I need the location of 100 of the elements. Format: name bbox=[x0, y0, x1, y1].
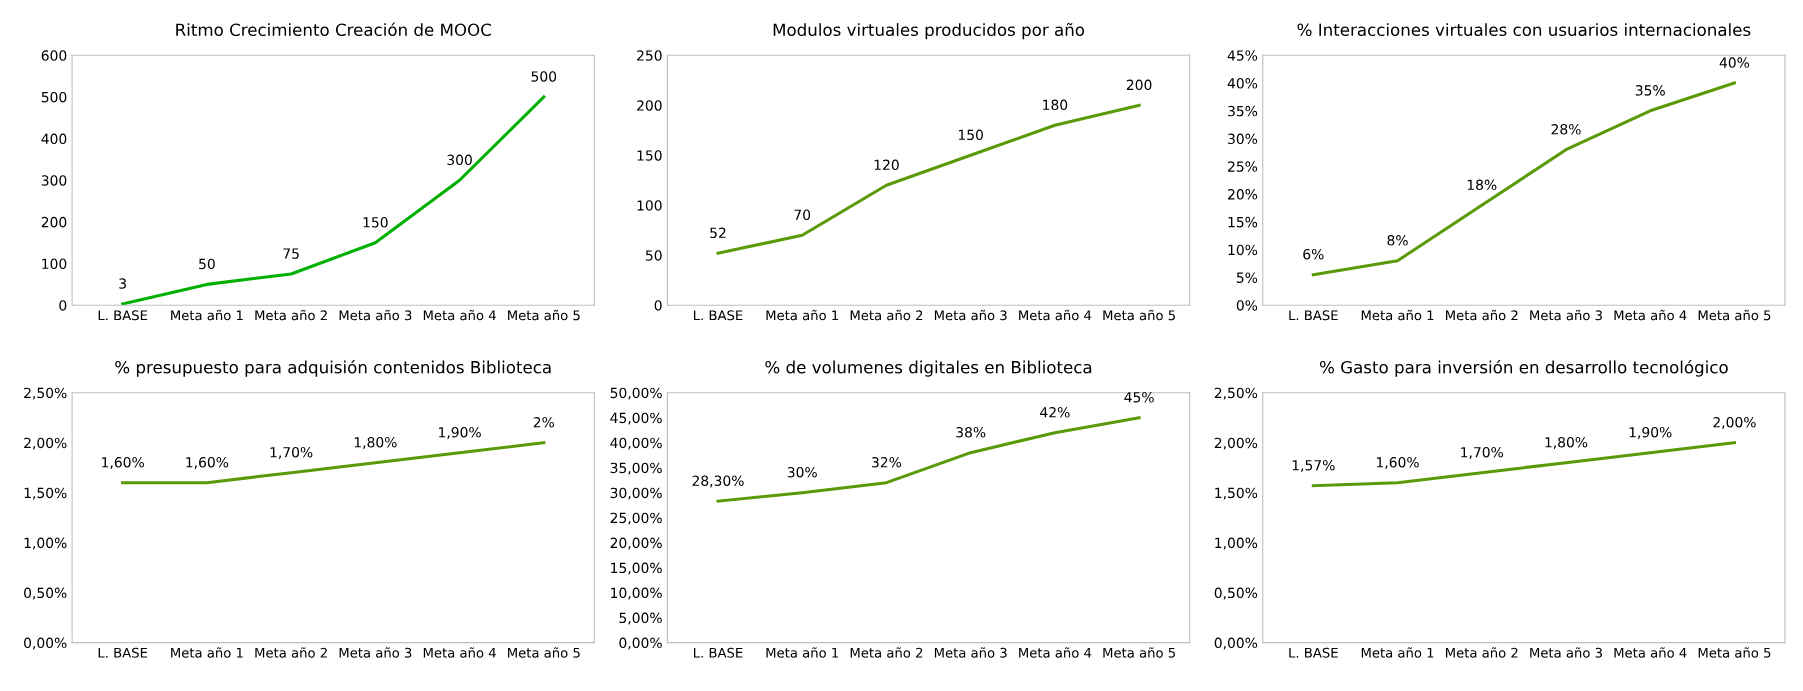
data-label: 35% bbox=[1635, 85, 1665, 96]
x-tick-label: L. BASE bbox=[1289, 647, 1338, 658]
y-tick-label: 10,00% bbox=[611, 587, 662, 600]
x-tick-label: L. BASE bbox=[1289, 310, 1338, 321]
y-tick-label: 10% bbox=[1228, 244, 1258, 256]
y-tick-label: 0,00% bbox=[1214, 637, 1258, 650]
data-label: 150 bbox=[363, 217, 388, 228]
data-label: 18% bbox=[1467, 179, 1497, 191]
y-tick-label: 100 bbox=[637, 200, 662, 211]
y-tick-label: 0,00% bbox=[24, 637, 67, 650]
y-tick-label: 300 bbox=[41, 175, 67, 186]
data-label: 300 bbox=[447, 154, 472, 166]
data-label: 45% bbox=[1124, 391, 1154, 403]
x-tick-label: Meta año 2 bbox=[255, 309, 327, 321]
data-label: 3 bbox=[119, 278, 126, 289]
x-tick-label: Meta año 5 bbox=[1698, 647, 1771, 658]
x-tick-label: Meta año 1 bbox=[766, 647, 839, 658]
x-tick-label: Meta año 4 bbox=[1019, 647, 1092, 658]
data-label: 120 bbox=[874, 159, 899, 171]
line-series bbox=[121, 95, 546, 306]
data-label: 1,70% bbox=[270, 446, 313, 459]
y-tick-label: 15,00% bbox=[611, 562, 662, 575]
data-label: 75 bbox=[283, 248, 299, 259]
y-tick-label: 250 bbox=[637, 50, 662, 61]
x-tick-label: Meta año 3 bbox=[1530, 647, 1602, 658]
data-label: 30% bbox=[787, 466, 817, 478]
chart-title: Ritmo Crecimiento Creación de MOOC bbox=[176, 22, 491, 37]
x-tick-label: Meta año 4 bbox=[423, 309, 496, 321]
y-tick-label: 1,50% bbox=[1215, 487, 1258, 500]
x-tick-label: Meta año 1 bbox=[171, 309, 243, 321]
y-tick-label: 40% bbox=[1227, 78, 1258, 89]
data-label: 50 bbox=[199, 258, 215, 270]
y-tick-label: 30% bbox=[1228, 133, 1258, 145]
x-tick-label: Meta año 2 bbox=[255, 647, 327, 658]
data-label: 1,60% bbox=[1376, 456, 1419, 469]
x-tick-label: Meta año 4 bbox=[1019, 309, 1092, 321]
data-label: 6% bbox=[1303, 248, 1324, 260]
chart-title: % presupuesto para adquisión contenidos Biblioteca bbox=[115, 359, 551, 377]
x-tick-label: Meta año 3 bbox=[934, 647, 1007, 658]
y-tick-label: 200 bbox=[41, 216, 67, 228]
data-label: 200 bbox=[1126, 79, 1152, 91]
data-label: 32% bbox=[872, 456, 902, 468]
y-tick-label: 600 bbox=[41, 50, 67, 61]
chart-title: % de volumenes digitales en Biblioteca bbox=[765, 360, 1092, 377]
y-tick-label: 50 bbox=[645, 250, 662, 261]
data-label: 1,70% bbox=[1461, 446, 1504, 459]
y-tick-label: 150 bbox=[637, 150, 662, 161]
data-label: 42% bbox=[1040, 406, 1070, 418]
x-tick-label: Meta año 5 bbox=[1103, 647, 1175, 658]
data-label: 8% bbox=[1387, 235, 1408, 246]
data-label: 1,80% bbox=[354, 436, 397, 449]
data-label: 1,90% bbox=[1629, 426, 1672, 439]
y-tick-label: 35,00% bbox=[610, 462, 662, 475]
data-label: 1,90% bbox=[439, 426, 481, 439]
chart-title: % Interacciones virtuales con usuarios internacionales bbox=[1297, 23, 1751, 37]
x-tick-label: Meta año 3 bbox=[339, 647, 412, 658]
x-tick-label: Meta año 5 bbox=[508, 309, 580, 321]
data-label: 28% bbox=[1551, 124, 1581, 135]
x-tick-label: Meta año 2 bbox=[850, 647, 923, 658]
y-tick-label: 0 bbox=[654, 300, 662, 311]
x-tick-label: Meta año 3 bbox=[1530, 309, 1602, 321]
chart-title: Modulos virtuales producidos por año bbox=[773, 22, 1085, 40]
data-label: 70 bbox=[794, 209, 811, 221]
x-tick-label: Meta año 3 bbox=[339, 309, 412, 321]
data-label: 38% bbox=[956, 426, 986, 438]
y-tick-label: 2,50% bbox=[24, 387, 67, 400]
y-tick-label: 5% bbox=[1236, 272, 1258, 283]
y-tick-label: 25% bbox=[1228, 161, 1258, 172]
y-tick-label: 1,00% bbox=[1215, 537, 1258, 550]
x-tick-label: L. BASE bbox=[98, 647, 148, 658]
y-tick-label: 1,50% bbox=[24, 487, 67, 500]
y-tick-label: 2,00% bbox=[24, 437, 67, 450]
data-label: 180 bbox=[1043, 99, 1068, 111]
y-tick-label: 1,00% bbox=[24, 537, 67, 550]
y-tick-label: 5,00% bbox=[619, 612, 662, 625]
y-tick-label: 2,50% bbox=[1214, 387, 1258, 400]
x-tick-label: Meta año 5 bbox=[508, 647, 580, 658]
y-tick-label: 25,00% bbox=[610, 512, 662, 525]
chart-title: % Gasto para inversión en desarrollo tecnológico bbox=[1319, 359, 1728, 377]
x-tick-label: Meta año 1 bbox=[171, 647, 243, 658]
data-label: 500 bbox=[531, 71, 557, 82]
x-tick-label: L. BASE bbox=[694, 647, 743, 658]
x-tick-label: Meta año 1 bbox=[1361, 647, 1434, 658]
x-tick-label: Meta año 4 bbox=[1614, 647, 1687, 658]
y-tick-label: 15% bbox=[1228, 216, 1258, 228]
data-label: 2% bbox=[533, 416, 555, 428]
y-tick-label: 500 bbox=[41, 91, 67, 103]
y-tick-label: 0,50% bbox=[1214, 587, 1258, 600]
y-tick-label: 0% bbox=[1236, 300, 1258, 311]
data-label: 1,60% bbox=[102, 456, 144, 469]
x-tick-label: Meta año 1 bbox=[1361, 309, 1434, 321]
data-label: 52 bbox=[710, 227, 726, 239]
x-tick-label: Meta año 5 bbox=[1698, 309, 1771, 321]
x-tick-label: L. BASE bbox=[98, 310, 148, 321]
data-label: 1,57% bbox=[1292, 459, 1335, 472]
data-label: 1,80% bbox=[1545, 436, 1588, 449]
y-tick-label: 200 bbox=[637, 100, 662, 111]
y-tick-label: 0 bbox=[59, 300, 67, 311]
data-label: 150 bbox=[958, 129, 983, 141]
y-tick-label: 35% bbox=[1228, 105, 1258, 117]
